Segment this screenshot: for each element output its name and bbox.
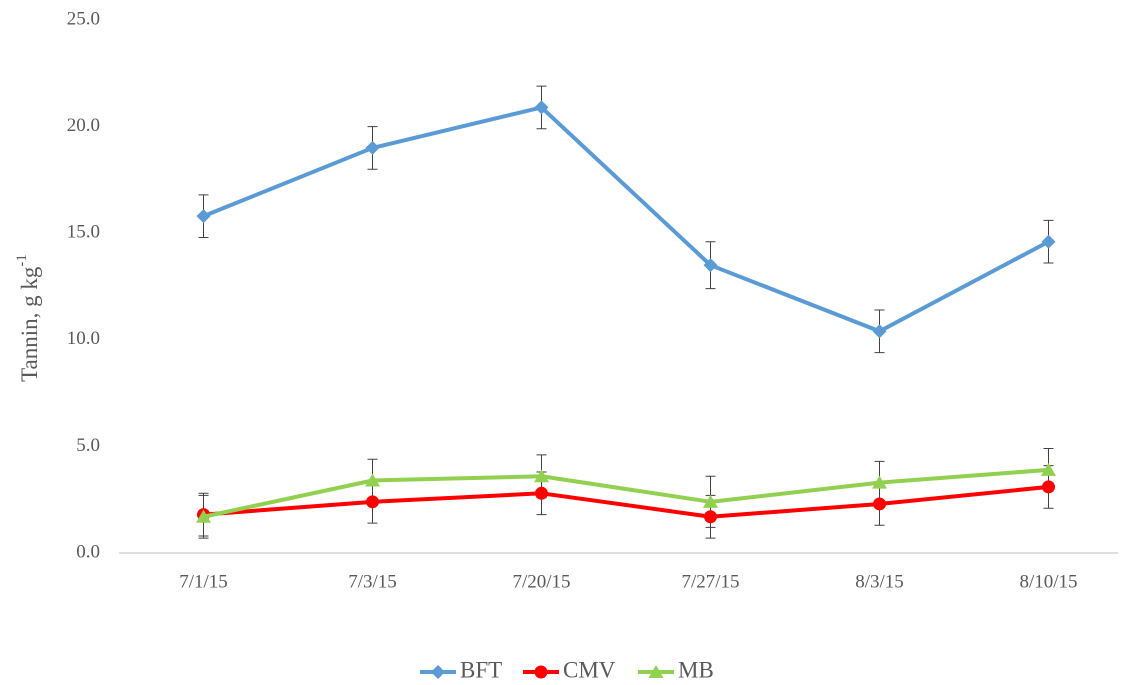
marker [872, 475, 887, 489]
y-tick-label: 15.0 [67, 222, 100, 243]
marker [431, 665, 445, 679]
marker [196, 209, 211, 224]
x-tick-label: 8/10/15 [1019, 571, 1077, 592]
y-axis-label-main: Tannin, g kg [17, 266, 42, 382]
marker [366, 495, 379, 509]
series-line [202, 105, 1050, 334]
y-tick-label: 5.0 [76, 435, 100, 456]
series-line [203, 484, 1049, 519]
marker [365, 473, 380, 487]
x-tick-label: 8/3/15 [855, 571, 904, 592]
marker [534, 100, 549, 115]
marker [872, 324, 887, 339]
series-line [203, 467, 1049, 519]
legend-label: BFT [460, 657, 502, 682]
x-tick-label: 7/20/15 [512, 571, 570, 592]
x-tick-label: 7/27/15 [681, 571, 739, 592]
marker [873, 497, 886, 511]
marker [648, 665, 664, 678]
y-tick-label: 0.0 [76, 541, 100, 562]
marker [703, 258, 718, 273]
marker [535, 486, 548, 500]
marker [1041, 462, 1056, 476]
y-axis-label: Tannin, g kg-1 [14, 254, 42, 382]
marker [365, 140, 380, 155]
marker [196, 509, 211, 523]
marker [534, 665, 548, 679]
y-tick-label: 25.0 [67, 8, 100, 29]
marker [703, 494, 718, 508]
marker [534, 469, 549, 483]
x-tick-label: 7/3/15 [348, 571, 397, 592]
y-tick-label: 10.0 [67, 328, 100, 349]
legend-label: MB [678, 657, 714, 682]
marker [1042, 480, 1055, 494]
marker [704, 510, 717, 524]
y-tick-label: 20.0 [67, 115, 100, 136]
marker [1041, 234, 1056, 249]
x-tick-label: 7/1/15 [179, 571, 228, 592]
legend-label: CMV [563, 657, 616, 682]
y-axis-label-sup: -1 [14, 254, 30, 267]
